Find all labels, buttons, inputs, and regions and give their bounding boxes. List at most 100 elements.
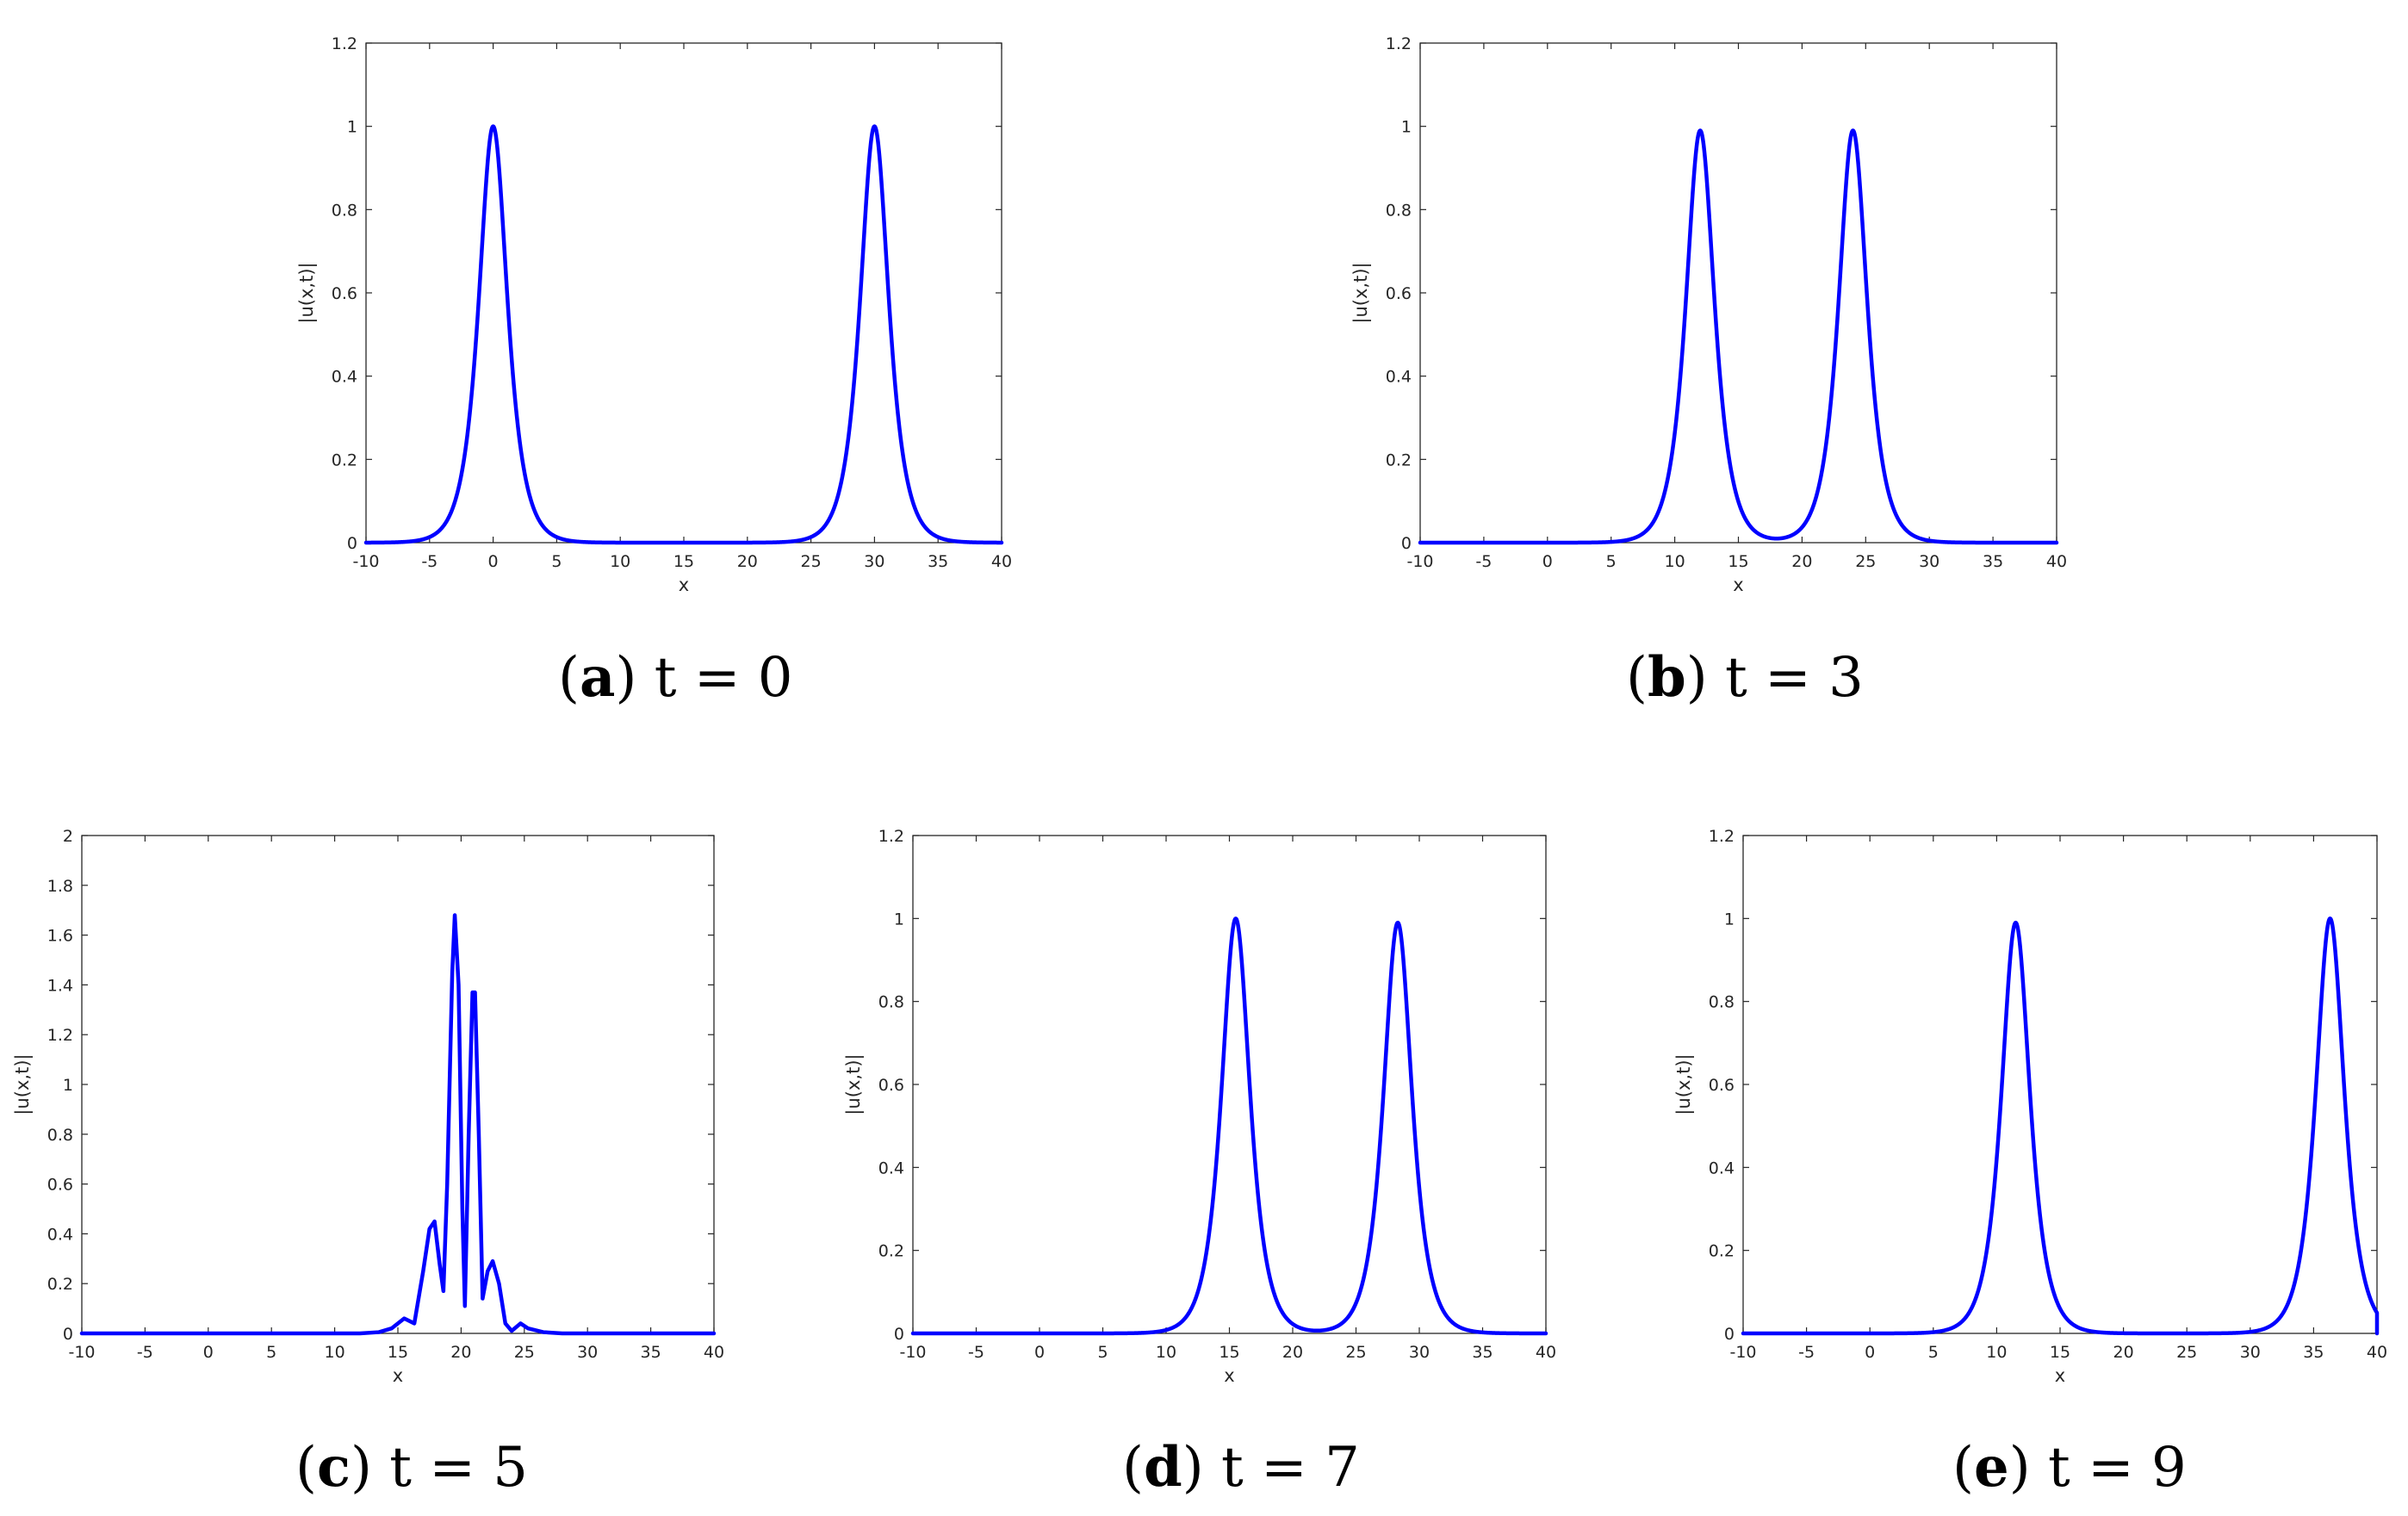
x-tick-label: -10 (1729, 1343, 1756, 1362)
caption-letter: e (1974, 1435, 2009, 1500)
x-axis-label: x (1733, 575, 1743, 595)
series-line-b (1418, 128, 2059, 545)
x-tick-label: 20 (737, 552, 758, 571)
x-tick-label: 15 (2050, 1343, 2070, 1362)
x-tick-label: 30 (864, 552, 884, 571)
y-tick-label: 0.2 (47, 1275, 73, 1294)
y-tick-label: 1 (894, 910, 904, 929)
y-tick-label: 0.8 (332, 201, 357, 220)
x-axis-label: x (679, 575, 689, 595)
caption-paren-close: ) (2009, 1436, 2048, 1500)
series-line-a (363, 124, 1004, 545)
caption-time: t = 3 (1725, 646, 1864, 710)
caption-time: t = 0 (655, 646, 793, 710)
x-tick-label: 35 (1472, 1343, 1493, 1362)
x-tick-label: 40 (1536, 1343, 1556, 1362)
caption-time: t = 5 (389, 1436, 528, 1500)
x-tick-label: 30 (2240, 1343, 2261, 1362)
x-tick-label: 15 (1728, 552, 1748, 571)
y-tick-label: 0.2 (1386, 450, 1412, 469)
x-tick-label: 5 (1928, 1343, 1939, 1362)
y-tick-label: 0.6 (1709, 1076, 1735, 1095)
x-tick-label: 15 (673, 552, 694, 571)
y-tick-label: 0.8 (1386, 201, 1412, 220)
caption-letter: b (1648, 645, 1686, 710)
y-tick-label: 1.8 (47, 877, 73, 896)
x-tick-label: 35 (2303, 1343, 2324, 1362)
chart-a: -10 -5 0 5 10 15 20 25 30 35 40 0 0.2 0.4 0.6 0.8 1 1.2 x |… (296, 34, 1012, 710)
caption-d: (d) t = 7 (1122, 1435, 1360, 1500)
x-tick-label: 20 (2113, 1343, 2134, 1362)
x-tick-label: 20 (1282, 1343, 1303, 1362)
y-tick-label: 1.2 (1709, 827, 1735, 846)
x-tick-label: -10 (352, 552, 379, 571)
x-tick-label: 40 (991, 552, 1012, 571)
caption-time: t = 7 (1221, 1436, 1360, 1500)
x-tick-label: -10 (68, 1343, 95, 1362)
x-tick-label: 10 (325, 1343, 345, 1362)
chart-d: -10 -5 0 5 10 15 20 25 30 35 40 0 0.2 0.4 0.6 0.8 1 1.2 x |… (843, 827, 1556, 1500)
x-tick-label: 0 (1542, 552, 1553, 571)
x-tick-label: 25 (2176, 1343, 2197, 1362)
y-tick-label: 1.4 (47, 976, 73, 995)
y-tick-label: 1 (347, 118, 357, 137)
plot-frame (1742, 835, 2378, 1334)
y-tick-label: 0.6 (878, 1076, 904, 1095)
y-tick-label: 1.2 (332, 34, 357, 53)
y-tick-label: 0.8 (878, 993, 904, 1012)
caption-a: (a) t = 0 (558, 645, 793, 710)
x-tick-label: 15 (1219, 1343, 1239, 1362)
x-axis-label: x (1224, 1365, 1234, 1386)
y-tick-label: 1.2 (47, 1026, 73, 1045)
y-tick-label: 2 (63, 827, 73, 846)
y-tick-label: 0.6 (332, 284, 357, 303)
y-tick-label: 1 (63, 1076, 73, 1095)
y-tick-label: 0.8 (47, 1126, 73, 1145)
x-tick-label: 30 (1919, 552, 1939, 571)
caption-c: (c) t = 5 (295, 1435, 528, 1500)
caption-letter: a (580, 645, 615, 710)
caption-letter: c (317, 1435, 351, 1500)
x-tick-label: 35 (928, 552, 948, 571)
y-tick-label: 0.4 (47, 1225, 73, 1244)
y-tick-label: 0.2 (878, 1242, 904, 1261)
x-tick-label: 5 (1606, 552, 1617, 571)
plot-frame (1419, 42, 2057, 544)
y-tick-label: 0 (1401, 534, 1412, 553)
chart-b: -10 -5 0 5 10 15 20 25 30 35 40 0 0.2 0.4 0.6 0.8 1 1.2 x |… (1350, 34, 2067, 710)
x-tick-label: 25 (1855, 552, 1876, 571)
x-tick-label: 40 (704, 1343, 724, 1362)
y-tick-label: 0.6 (47, 1176, 73, 1195)
x-tick-label: 25 (801, 552, 822, 571)
y-tick-label: 0.4 (332, 368, 357, 387)
caption-paren-close: ) (351, 1436, 389, 1500)
x-axis-label: x (393, 1365, 403, 1386)
x-tick-label: 0 (203, 1343, 214, 1362)
y-tick-label: 0 (1724, 1325, 1735, 1344)
caption-paren-open: ( (1952, 1436, 1974, 1500)
chart-c: -10 -5 0 5 10 15 20 25 30 35 40 0 0.2 0.4 0.6 0.8 1 1.2 1.… (12, 827, 724, 1500)
x-tick-label: 30 (577, 1343, 598, 1362)
caption-paren-open: ( (558, 646, 580, 710)
x-tick-label: 5 (551, 552, 562, 571)
x-tick-label: -10 (899, 1343, 926, 1362)
x-tick-label: 35 (641, 1343, 661, 1362)
y-tick-label: 1.2 (1386, 34, 1412, 53)
x-tick-label: -10 (1406, 552, 1433, 571)
x-tick-label: 0 (488, 552, 499, 571)
caption-paren-open: ( (1626, 646, 1648, 710)
y-tick-label: 0.6 (1386, 284, 1412, 303)
series-line-e (1741, 916, 2380, 1336)
y-tick-label: 0.4 (1709, 1159, 1735, 1177)
caption-paren-close: ) (615, 646, 654, 710)
plot-frame (81, 835, 715, 1334)
x-tick-label: 0 (1034, 1343, 1045, 1362)
x-tick-label: -5 (421, 552, 438, 571)
x-tick-label: -5 (137, 1343, 153, 1362)
x-tick-label: 10 (1986, 1343, 2007, 1362)
x-tick-label: 10 (1665, 552, 1685, 571)
y-tick-label: 0.8 (1709, 993, 1735, 1012)
x-tick-label: 25 (1345, 1343, 1366, 1362)
x-axis-label: x (2055, 1365, 2065, 1386)
